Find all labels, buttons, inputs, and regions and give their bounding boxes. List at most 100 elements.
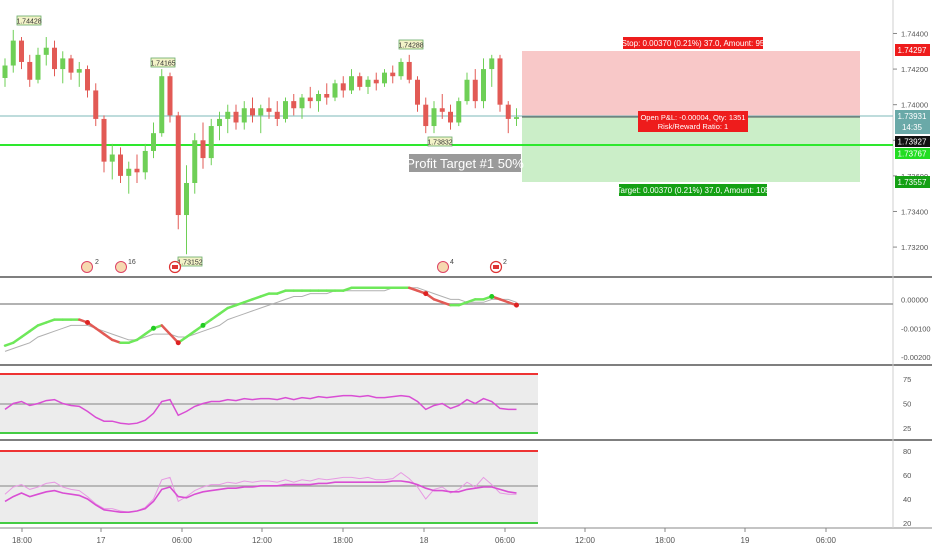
svg-text:2: 2 bbox=[95, 259, 99, 266]
macd-segment bbox=[127, 338, 139, 344]
candle-body bbox=[118, 154, 123, 176]
profit-target-box bbox=[409, 154, 521, 172]
candle-body bbox=[316, 94, 321, 102]
x-tick-label: 12:00 bbox=[252, 536, 273, 545]
candle-body bbox=[192, 140, 198, 183]
event-badge[interactable]: 4 bbox=[437, 259, 455, 273]
svg-text:1.74288: 1.74288 bbox=[398, 43, 423, 50]
y-tick-label: 60 bbox=[903, 471, 911, 480]
x-tick-label: 06:00 bbox=[816, 536, 837, 545]
macd-segment bbox=[408, 286, 419, 292]
x-tick-label: 18 bbox=[420, 536, 429, 545]
candle-body bbox=[109, 154, 115, 162]
candle-body bbox=[225, 111, 231, 119]
x-tick-label: 18:00 bbox=[12, 536, 33, 545]
cross-dot bbox=[200, 322, 206, 328]
candle-body bbox=[274, 111, 280, 119]
candle-body bbox=[415, 79, 420, 105]
y-tick-label: 75 bbox=[903, 375, 911, 384]
macd-segment bbox=[28, 324, 40, 333]
candle-body bbox=[439, 108, 445, 112]
y-tick-label: 1.73400 bbox=[901, 207, 928, 216]
candle-body bbox=[340, 83, 346, 91]
cross-dot bbox=[489, 293, 495, 299]
signal-line bbox=[4, 287, 517, 352]
macd-segment bbox=[210, 312, 221, 321]
candle-body bbox=[19, 40, 24, 62]
candle-body bbox=[167, 76, 173, 116]
candle-body bbox=[151, 133, 156, 151]
stop-zone bbox=[522, 51, 860, 117]
event-badge[interactable]: 2 bbox=[81, 259, 100, 273]
candle-body bbox=[266, 108, 272, 112]
cross-dot bbox=[175, 340, 181, 346]
x-axis-ticks: 18:00 17 06:00 12:00 18:00 18 06:00 12:00 18:00 1… bbox=[12, 528, 837, 545]
macd-segment bbox=[20, 329, 31, 339]
candle-body bbox=[390, 72, 396, 77]
x-tick-label: 06:00 bbox=[172, 536, 193, 545]
candles bbox=[2, 29, 519, 255]
rr-label: Risk/Reward Ratio: 1 bbox=[658, 122, 728, 131]
peak-label: 1.74165 bbox=[150, 57, 176, 68]
event-badge[interactable]: 16 bbox=[115, 259, 136, 273]
macd-segment bbox=[441, 301, 452, 307]
macd-segment bbox=[160, 324, 172, 336]
target-price-tag-text: 1.73557 bbox=[898, 178, 927, 187]
countdown-text: 14:35 bbox=[902, 123, 923, 132]
candle-body bbox=[307, 97, 313, 102]
x-tick-label: 12:00 bbox=[575, 536, 596, 545]
stop-label: Stop: 0.00370 (0.21%) 37.0, Amount: 95 bbox=[622, 39, 765, 48]
candle-body bbox=[489, 58, 495, 70]
stoch-band bbox=[0, 451, 538, 523]
y-tick-label: 40 bbox=[903, 495, 911, 504]
candle-body bbox=[159, 76, 165, 134]
candle-body bbox=[200, 140, 206, 159]
candle-body bbox=[43, 47, 49, 55]
macd-segment bbox=[111, 338, 122, 344]
cross-dot bbox=[514, 302, 519, 308]
candle-body bbox=[126, 168, 132, 176]
y-tick-label: 50 bbox=[903, 400, 911, 409]
peak-label: 1.73832 bbox=[427, 136, 453, 147]
candle-body bbox=[431, 108, 437, 127]
candle-body bbox=[472, 79, 478, 102]
candle-body bbox=[250, 108, 255, 116]
candle-body bbox=[332, 83, 338, 98]
svg-text:1.74165: 1.74165 bbox=[150, 61, 175, 68]
y-tick-label: -0.00200 bbox=[901, 353, 931, 362]
y-tick-label: 80 bbox=[903, 447, 911, 456]
y-tick-label: 25 bbox=[903, 424, 911, 433]
candle-body bbox=[85, 69, 90, 91]
macd-segment bbox=[432, 298, 444, 304]
macd-segment bbox=[45, 318, 56, 324]
y-tick-label: 1.74200 bbox=[901, 65, 928, 74]
candle-body bbox=[373, 79, 379, 84]
candle-body bbox=[76, 69, 82, 73]
stoch-lines bbox=[4, 471, 517, 514]
macd-segment bbox=[94, 327, 106, 336]
candle-body bbox=[10, 40, 16, 66]
stop-price-tag-text: 1.74297 bbox=[898, 46, 927, 55]
y-tick-label: 1.74400 bbox=[901, 29, 928, 38]
rsi-lines bbox=[4, 394, 517, 425]
macd-segment bbox=[12, 335, 23, 344]
entry-price-tag-text: 1.73927 bbox=[898, 138, 927, 147]
candle-body bbox=[93, 90, 99, 119]
rsi-line bbox=[4, 394, 517, 425]
candle-body bbox=[505, 104, 511, 119]
candle-body bbox=[423, 104, 429, 127]
pnl-label: Open P&L: -0.00004, Qty: 1351 bbox=[640, 113, 745, 122]
candle-body bbox=[283, 101, 288, 119]
candle-body bbox=[398, 61, 404, 77]
candle-body bbox=[406, 61, 412, 80]
event-badge-flag[interactable] bbox=[168, 260, 182, 274]
x-tick-label: 19 bbox=[741, 536, 750, 545]
candle-body bbox=[349, 76, 354, 91]
candle-body bbox=[68, 58, 74, 73]
macd-segment bbox=[36, 321, 48, 327]
target-label-box bbox=[619, 184, 767, 196]
macd-segment bbox=[251, 295, 262, 301]
svg-text:1.73152: 1.73152 bbox=[177, 260, 202, 267]
event-badge[interactable]: 2 bbox=[489, 259, 508, 274]
